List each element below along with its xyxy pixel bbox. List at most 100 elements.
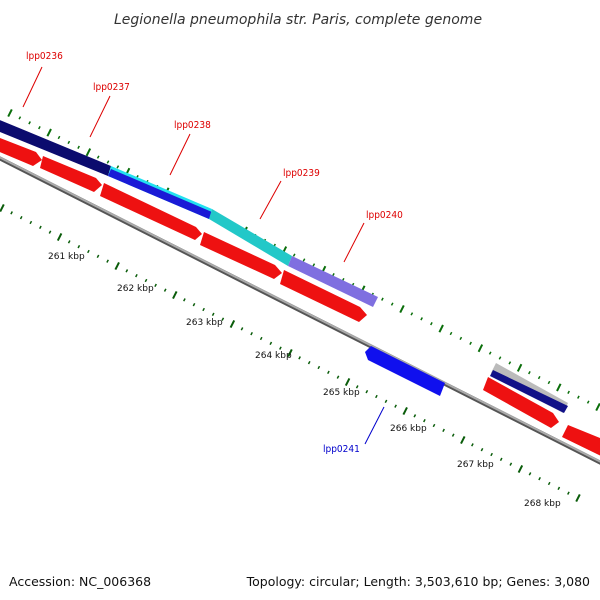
major-tick — [477, 344, 484, 353]
minor-tick — [269, 341, 273, 346]
minor-tick — [577, 395, 580, 399]
minor-tick — [39, 225, 42, 230]
minor-tick — [154, 283, 157, 288]
minor-tick — [471, 443, 474, 447]
minor-tick — [557, 486, 561, 491]
inner-tick-ring — [0, 203, 581, 503]
gene-arrow — [280, 270, 367, 322]
major-tick — [229, 319, 236, 329]
minor-tick — [279, 346, 282, 350]
minor-tick — [259, 336, 263, 341]
minor-tick — [106, 259, 109, 263]
scale-label: 265 kbp — [323, 388, 360, 398]
minor-tick — [586, 400, 590, 404]
minor-tick — [96, 254, 100, 259]
minor-tick — [442, 428, 445, 433]
major-tick — [114, 261, 120, 271]
major-tick — [344, 377, 351, 387]
minor-tick — [410, 312, 414, 316]
minor-tick — [528, 472, 532, 476]
minor-tick — [480, 447, 484, 452]
minor-tick — [29, 220, 33, 225]
gene-label-lpp0241: lpp0241 — [323, 444, 360, 455]
minor-tick — [96, 155, 100, 159]
minor-tick — [499, 457, 503, 462]
minor-tick — [365, 389, 369, 394]
minor-tick — [211, 312, 215, 317]
gene-arrow — [483, 377, 559, 428]
feature-segment — [490, 370, 568, 413]
major-tick — [46, 128, 52, 137]
gene-arrow — [40, 156, 102, 192]
minor-tick — [336, 375, 340, 379]
reverse-gene-arrow — [365, 346, 445, 396]
major-tick — [85, 148, 92, 157]
minor-tick — [67, 140, 71, 145]
feature-segment — [209, 209, 292, 266]
minor-tick — [381, 297, 384, 301]
gene-labels: lpp0236 lpp0237 lpp0238 lpp0239 lpp0240 … — [26, 51, 403, 455]
minor-tick — [567, 491, 570, 495]
gene-label-lpp0238: lpp0238 — [174, 120, 211, 131]
accession-text: Accession: NC_006368 — [9, 574, 151, 589]
genome-backbone — [0, 156, 600, 465]
minor-tick — [19, 215, 23, 220]
minor-tick — [537, 375, 541, 380]
minor-tick — [449, 331, 453, 336]
major-tick — [172, 290, 178, 300]
major-tick — [399, 304, 405, 314]
minor-tick — [87, 249, 90, 254]
topology-text: Topology: circular; Length: 3,503,610 bp… — [246, 574, 590, 589]
minor-tick — [298, 356, 301, 360]
minor-tick — [390, 302, 394, 306]
label-leader-lines — [22, 66, 385, 445]
minor-tick — [307, 360, 311, 365]
minor-tick — [28, 121, 31, 125]
forward-genes — [0, 137, 600, 456]
major-tick — [460, 435, 466, 445]
scale-label: 267 kbp — [457, 460, 494, 470]
minor-tick — [183, 298, 186, 302]
major-tick — [575, 493, 581, 503]
minor-tick — [469, 341, 472, 345]
major-tick — [0, 203, 5, 213]
minor-tick — [488, 351, 492, 355]
feature-band — [0, 120, 568, 413]
major-tick — [438, 324, 444, 333]
minor-tick — [538, 476, 541, 481]
minor-tick — [221, 317, 225, 321]
major-tick — [7, 108, 13, 118]
minor-tick — [135, 273, 138, 278]
minor-tick — [202, 307, 205, 312]
feature-segment — [108, 169, 212, 219]
minor-tick — [547, 481, 551, 486]
scale-labels: 261 kbp 262 kbp 263 kbp 264 kbp 265 kbp … — [48, 252, 561, 509]
minor-tick — [38, 126, 41, 130]
outer-tick-ring — [7, 108, 600, 412]
minor-tick — [384, 399, 388, 404]
major-tick — [287, 348, 293, 358]
minor-tick — [192, 302, 196, 307]
minor-tick — [355, 385, 359, 389]
minor-tick — [144, 278, 148, 283]
minor-tick — [116, 165, 120, 169]
minor-tick — [18, 116, 22, 120]
minor-tick — [423, 418, 426, 423]
scale-label: 261 kbp — [48, 252, 85, 262]
minor-tick — [48, 230, 52, 234]
scale-label: 268 kbp — [524, 499, 561, 509]
minor-tick — [490, 452, 493, 457]
feature-segment — [0, 120, 111, 176]
major-tick — [595, 402, 600, 412]
scale-label: 262 kbp — [117, 284, 154, 294]
minor-tick — [547, 380, 551, 385]
minor-tick — [432, 423, 436, 428]
minor-tick — [77, 145, 80, 149]
minor-tick — [57, 135, 61, 140]
minor-tick — [528, 371, 531, 375]
minor-tick — [67, 240, 71, 244]
gene-arrow — [100, 183, 202, 240]
minor-tick — [77, 244, 81, 249]
gene-label-lpp0240: lpp0240 — [366, 210, 403, 221]
minor-tick — [10, 211, 13, 215]
